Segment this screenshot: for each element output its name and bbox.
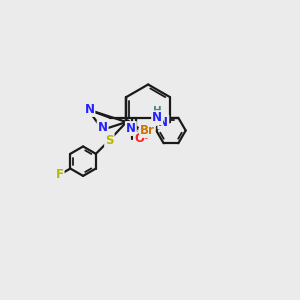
- Text: N: N: [158, 116, 168, 128]
- Text: F: F: [56, 168, 64, 181]
- Text: N: N: [98, 121, 108, 134]
- Text: N: N: [84, 103, 94, 116]
- Text: S: S: [105, 134, 114, 147]
- Text: N: N: [126, 122, 136, 135]
- Text: Br: Br: [140, 124, 155, 137]
- Text: H: H: [153, 106, 161, 116]
- Text: O: O: [139, 128, 149, 142]
- Text: O: O: [134, 133, 145, 146]
- Text: N: N: [152, 111, 162, 124]
